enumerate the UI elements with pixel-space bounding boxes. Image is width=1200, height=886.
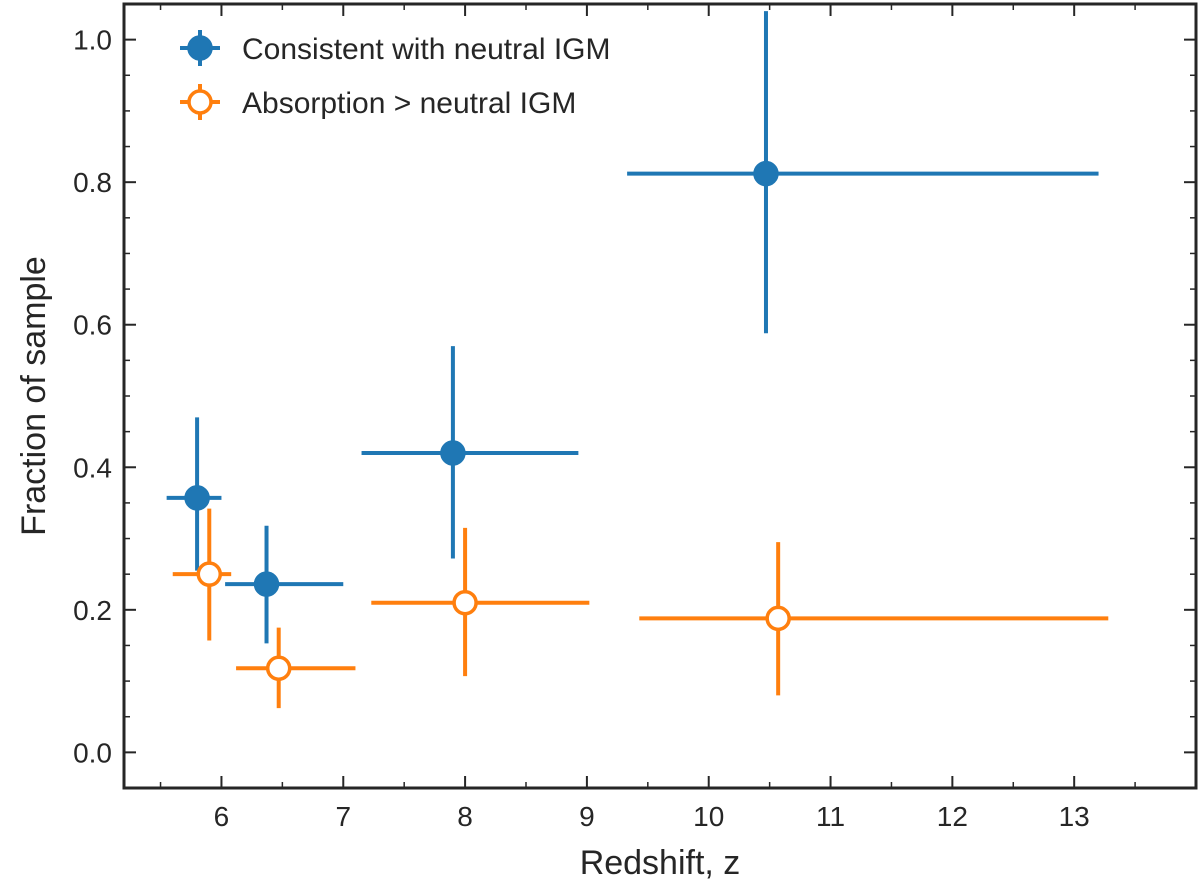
- x-tick-label: 8: [457, 801, 473, 832]
- legend-label: Consistent with neutral IGM: [242, 33, 610, 66]
- data-point: [253, 571, 280, 597]
- data-point: [196, 561, 223, 587]
- legend-item-1: Consistent with neutral IGM: [180, 30, 610, 66]
- y-tick-label: 0.8: [73, 167, 112, 198]
- legend-marker: [187, 89, 213, 115]
- data-point: [184, 485, 210, 511]
- series-1: [166, 11, 1099, 644]
- data-point: [765, 605, 791, 632]
- y-tick-label: 0.0: [73, 737, 112, 768]
- data-point: [265, 655, 292, 682]
- tick-labels: 6 7 8 9 10 11 12 13 0.0 0.2 0.4 0.6 0.8 1.0: [73, 25, 1090, 832]
- legend: Consistent with neutral IGM Absorption > …: [180, 30, 610, 120]
- x-axis-title: Redshift, z: [580, 844, 741, 882]
- plot-frame: [122, 2, 1198, 790]
- data-point: [440, 440, 466, 466]
- y-tick-label: 0.6: [73, 310, 112, 341]
- x-tick-label: 10: [693, 801, 724, 832]
- data-series: [166, 11, 1109, 709]
- x-tick-label: 6: [214, 801, 230, 832]
- y-tick-label: 0.2: [73, 595, 112, 626]
- series-2: [172, 508, 1109, 709]
- x-tick-label: 12: [937, 801, 968, 832]
- y-tick-label: 1.0: [73, 25, 112, 56]
- x-tick-label: 13: [1059, 801, 1090, 832]
- legend-label: Absorption > neutral IGM: [242, 87, 576, 120]
- x-tick-label: 11: [816, 801, 845, 832]
- legend-marker: [187, 35, 213, 61]
- data-point: [753, 160, 779, 187]
- axis-ticks: [124, 3, 1197, 789]
- y-tick-label: 0.4: [73, 452, 112, 483]
- x-tick-label: 7: [335, 801, 351, 832]
- data-point: [452, 589, 478, 616]
- y-axis-title: Fraction of sample: [15, 256, 53, 536]
- legend-item-2: Absorption > neutral IGM: [180, 84, 576, 120]
- x-tick-label: 9: [579, 801, 595, 832]
